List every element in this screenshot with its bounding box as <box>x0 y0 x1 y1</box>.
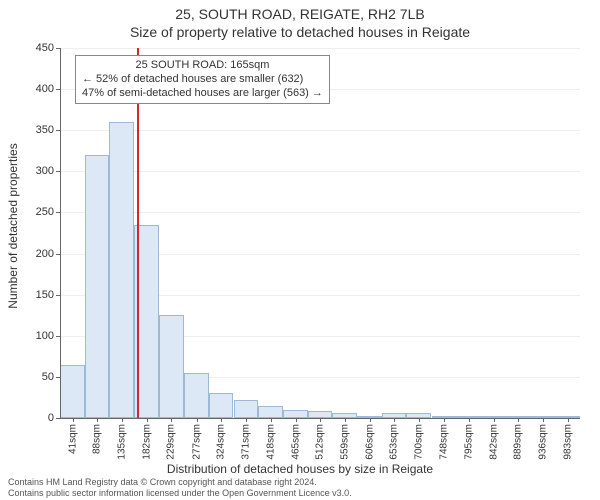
xtick-label: 748sqm <box>439 424 450 460</box>
annotation-line: ← 52% of detached houses are smaller (63… <box>82 73 323 87</box>
annotation-line: 25 SOUTH ROAD: 165sqm <box>82 59 323 73</box>
ytick-label: 250 <box>14 206 54 218</box>
x-axis-label: Distribution of detached houses by size … <box>0 462 600 476</box>
xtick-label: 465sqm <box>290 424 301 460</box>
xtick-label: 653sqm <box>389 424 400 460</box>
xtick-label: 41sqm <box>67 424 78 454</box>
footer-attribution: Contains HM Land Registry data © Crown c… <box>8 477 352 498</box>
y-axis-line <box>60 48 61 418</box>
xtick-label: 842sqm <box>488 424 499 460</box>
ytick-label: 50 <box>14 371 54 383</box>
ytick-label: 150 <box>14 289 54 301</box>
xtick-label: 795sqm <box>464 424 475 460</box>
xtick-label: 135sqm <box>117 424 128 460</box>
xtick-label: 277sqm <box>191 424 202 460</box>
ytick-label: 300 <box>14 165 54 177</box>
histogram-bar <box>60 365 85 418</box>
plot-area: 05010015020025030035040045041sqm88sqm135… <box>60 48 580 418</box>
xtick-label: 512sqm <box>315 424 326 460</box>
histogram-bar <box>209 393 234 418</box>
xtick-label: 700sqm <box>414 424 425 460</box>
xtick-label: 983sqm <box>562 424 573 460</box>
xtick-label: 182sqm <box>141 424 152 460</box>
title-line-1: 25, SOUTH ROAD, REIGATE, RH2 7LB <box>0 6 600 22</box>
ytick-label: 350 <box>14 124 54 136</box>
annotation-line: 47% of semi-detached houses are larger (… <box>82 87 323 101</box>
histogram-bar <box>258 406 283 418</box>
ytick-label: 0 <box>14 412 54 424</box>
xtick-label: 418sqm <box>265 424 276 460</box>
xtick-label: 88sqm <box>92 424 103 454</box>
x-axis-line <box>60 418 580 419</box>
ytick-label: 200 <box>14 248 54 260</box>
ytick-label: 450 <box>14 42 54 54</box>
xtick-label: 889sqm <box>513 424 524 460</box>
histogram-bar <box>109 122 134 418</box>
title-line-2: Size of property relative to detached ho… <box>0 24 600 40</box>
xtick-label: 324sqm <box>216 424 227 460</box>
footer-line-2: Contains public sector information licen… <box>8 488 352 498</box>
xtick-label: 936sqm <box>538 424 549 460</box>
xtick-label: 606sqm <box>364 424 375 460</box>
footer-line-1: Contains HM Land Registry data © Crown c… <box>8 477 352 487</box>
annotation-box: 25 SOUTH ROAD: 165sqm← 52% of detached h… <box>75 55 330 104</box>
histogram-bar <box>283 410 308 418</box>
histogram-bar <box>159 315 184 418</box>
ytick-label: 400 <box>14 83 54 95</box>
ytick-label: 100 <box>14 330 54 342</box>
figure: 25, SOUTH ROAD, REIGATE, RH2 7LB Size of… <box>0 0 600 500</box>
histogram-bar <box>85 155 110 418</box>
histogram-bar <box>234 400 259 418</box>
xtick-label: 559sqm <box>339 424 350 460</box>
xtick-label: 229sqm <box>166 424 177 460</box>
xtick-label: 371sqm <box>241 424 252 460</box>
histogram-bar <box>184 373 209 418</box>
